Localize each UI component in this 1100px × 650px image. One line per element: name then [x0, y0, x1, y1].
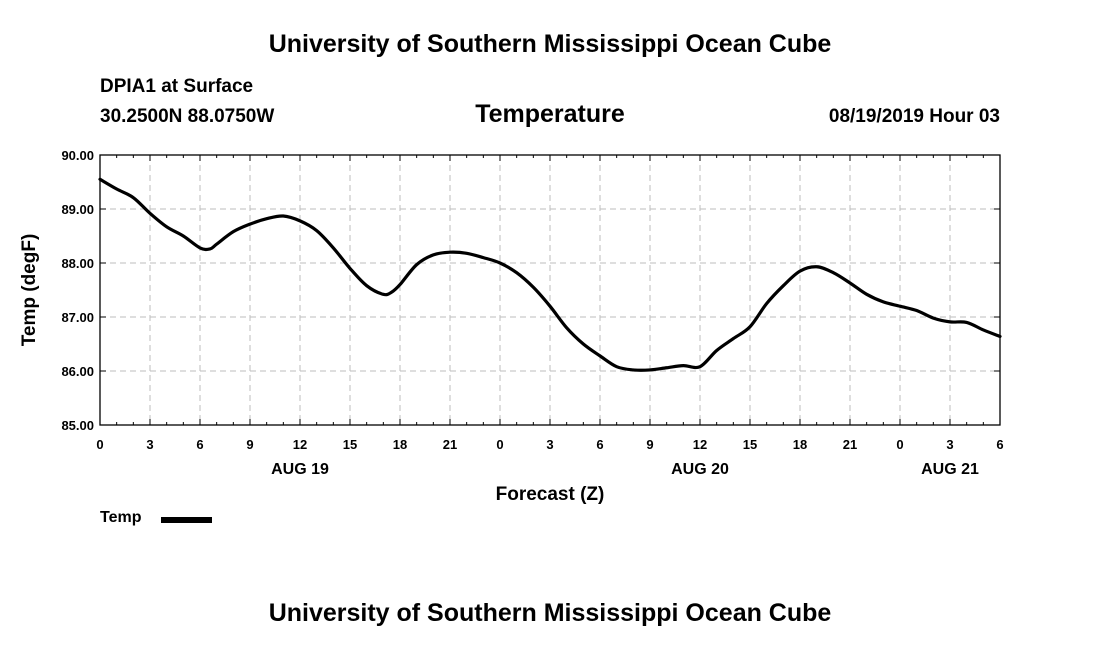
y-tick-label: 90.00	[61, 148, 94, 163]
x-axis-title: Forecast (Z)	[496, 484, 605, 505]
x-tick-label: 18	[793, 437, 807, 452]
x-tick-label: 3	[546, 437, 553, 452]
day-label: AUG 19	[271, 461, 329, 478]
x-tick-label: 6	[196, 437, 203, 452]
x-tick-label: 0	[96, 437, 103, 452]
bottom-title: University of Southern Mississippi Ocean…	[268, 599, 832, 627]
x-tick-label: 15	[743, 437, 757, 452]
x-tick-label: 3	[146, 437, 153, 452]
x-tick-label: 12	[693, 437, 707, 452]
axis-labels: 85.00 86.00 87.00 88.00 89.00 90.00 0 3 6 9 12 15 18…	[61, 148, 1003, 478]
series-layer	[98, 177, 1002, 372]
x-tick-label: 18	[393, 437, 407, 452]
station-name: DPIA1 at Surface	[100, 76, 254, 97]
y-axis-title: Temp (degF)	[19, 234, 40, 347]
legend-swatch	[161, 517, 212, 523]
axis-ticks	[99, 154, 1001, 426]
y-tick-label: 85.00	[61, 418, 94, 433]
forecast-datetime: 08/19/2019 Hour 03	[828, 106, 1000, 127]
x-tick-label: 9	[246, 437, 253, 452]
day-label: AUG 20	[671, 461, 729, 478]
grid	[99, 154, 1001, 426]
x-tick-label: 9	[646, 437, 653, 452]
legend-label: Temp	[100, 509, 142, 526]
x-tick-label: 21	[843, 437, 857, 452]
y-tick-label: 87.00	[61, 310, 94, 325]
series-line-temp	[98, 177, 1002, 372]
x-tick-label: 12	[293, 437, 307, 452]
x-tick-label: 0	[896, 437, 903, 452]
x-tick-label: 6	[996, 437, 1003, 452]
station-coordinates: 30.2500N 88.0750W	[100, 106, 275, 127]
x-tick-label: 3	[946, 437, 953, 452]
x-tick-label: 21	[443, 437, 457, 452]
chart-title: Temperature	[475, 100, 625, 128]
x-tick-label: 15	[343, 437, 357, 452]
x-tick-label: 0	[496, 437, 503, 452]
y-tick-label: 89.00	[61, 202, 94, 217]
top-title: University of Southern Mississippi Ocean…	[268, 30, 832, 58]
y-tick-label: 86.00	[61, 364, 94, 379]
x-tick-label: 6	[596, 437, 603, 452]
y-tick-label: 88.00	[61, 256, 94, 271]
day-label: AUG 21	[921, 461, 979, 478]
